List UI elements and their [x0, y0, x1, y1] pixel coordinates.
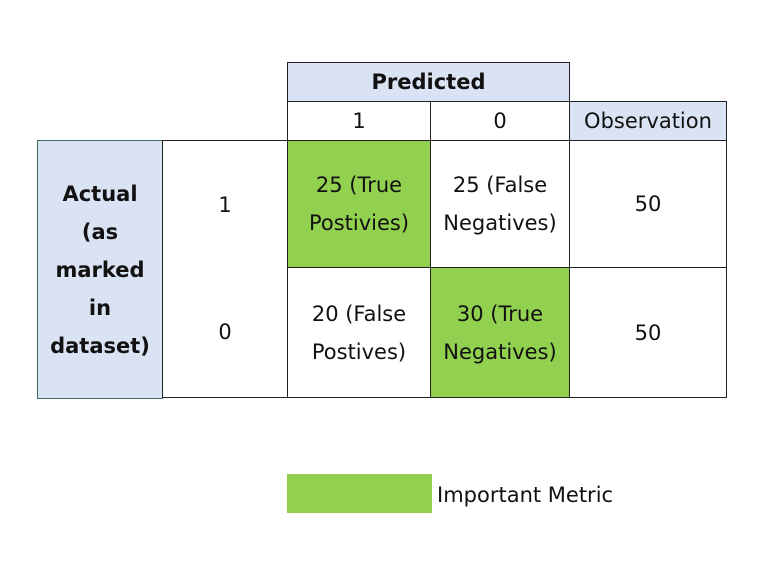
legend-swatch [287, 474, 432, 513]
true-positives-cell: 25 (True Postivies) [287, 140, 431, 268]
actual-value-1: 1 [162, 140, 288, 268]
false-negatives-cell: 25 (False Negatives) [430, 140, 570, 268]
predicted-header: Predicted [287, 62, 570, 102]
true-negatives-cell: 30 (True Negatives) [430, 267, 570, 398]
predicted-value-1: 1 [287, 101, 431, 141]
observation-row-1: 50 [569, 140, 727, 268]
predicted-value-0: 0 [430, 101, 570, 141]
actual-label: Actual (as marked in dataset) [37, 140, 163, 399]
observation-header: Observation [569, 101, 727, 141]
observation-row-2: 50 [569, 267, 727, 398]
actual-value-0: 0 [162, 267, 288, 398]
legend-label: Important Metric [437, 483, 614, 507]
false-positives-cell: 20 (False Postives) [287, 267, 431, 398]
